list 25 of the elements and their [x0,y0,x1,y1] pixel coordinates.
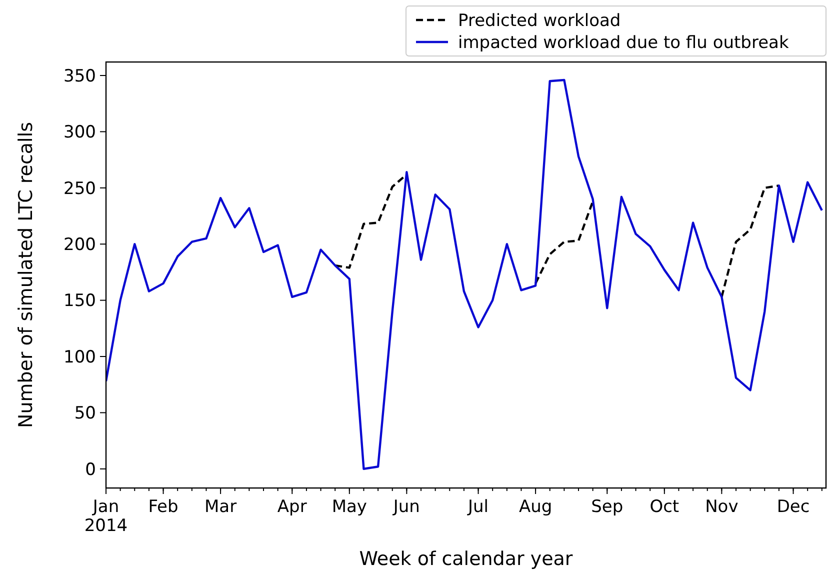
x-tick-label: Nov [705,497,738,517]
x-tick-label: Aug [518,497,552,517]
y-tick-label: 350 [64,66,96,86]
x-tick-label: Sep [591,497,624,517]
x-tick-label: Apr [277,497,307,517]
legend-label: impacted workload due to flu outbreak [458,32,789,53]
x-tick-label: Jan 2014 [84,497,128,536]
x-tick-label: Jul [467,497,489,517]
y-tick-label: 50 [74,404,96,424]
x-tick-label: Jun [392,497,420,517]
y-tick-label: 200 [64,235,96,256]
y-tick-label: 250 [64,178,96,199]
y-axis-title: Number of simulated LTC recalls [15,122,37,428]
x-tick-label: Dec [776,497,810,517]
y-tick-label: 100 [64,347,96,368]
legend-label: Predicted workload [458,10,621,31]
x-tick-label: Feb [148,497,178,517]
x-tick-label: Oct [650,497,680,517]
y-tick-label: 150 [64,291,96,312]
y-tick-label: 0 [85,460,96,480]
line-series [106,78,824,470]
x-axis-title: Week of calendar year [359,548,573,570]
x-tick-label: Mar [204,497,237,517]
y-tick-label: 300 [64,122,96,143]
x-tick-label: May [332,497,367,517]
